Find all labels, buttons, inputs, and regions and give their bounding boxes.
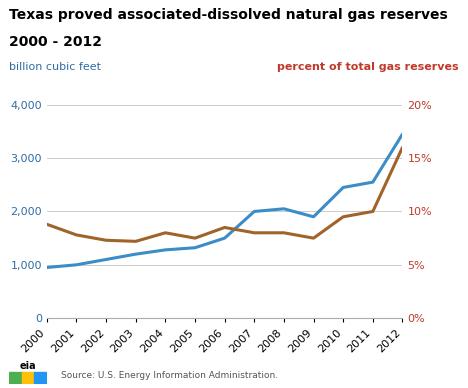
Text: eia: eia [20, 361, 37, 371]
Text: 2000 - 2012: 2000 - 2012 [9, 35, 102, 49]
Text: Texas proved associated-dissolved natural gas reserves: Texas proved associated-dissolved natura… [9, 8, 448, 22]
Text: billion cubic feet: billion cubic feet [9, 62, 102, 72]
Bar [34, 372, 46, 384]
Text: percent of total gas reserves: percent of total gas reserves [277, 62, 459, 72]
Text: Source: U.S. Energy Information Administration.: Source: U.S. Energy Information Administ… [61, 371, 278, 380]
Bar [22, 372, 34, 384]
Bar [9, 372, 22, 384]
